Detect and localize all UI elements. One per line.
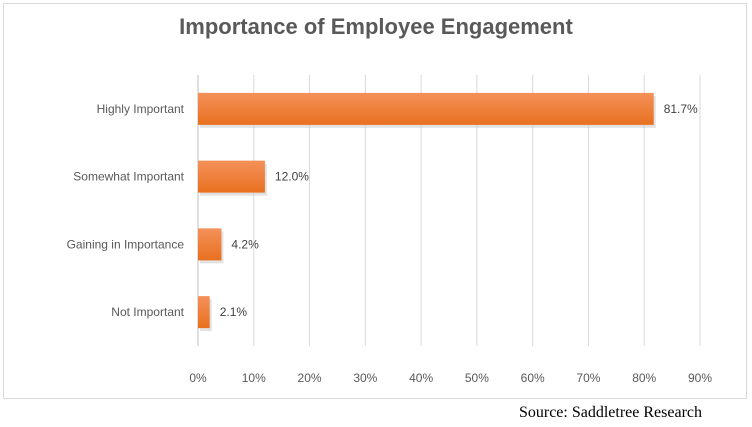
x-tick-label: 40% (409, 371, 433, 385)
bar (198, 160, 265, 193)
x-tick-label: 10% (242, 371, 266, 385)
x-tick-label: 60% (521, 371, 545, 385)
data-label: 2.1% (220, 305, 248, 319)
x-tick-label: 30% (353, 371, 377, 385)
x-tick-label: 20% (298, 371, 322, 385)
category-label: Somewhat Important (73, 170, 184, 184)
x-tick-label: 70% (576, 371, 600, 385)
chart-frame (3, 3, 747, 399)
source-note: Source: Saddletree Research (518, 404, 702, 421)
data-label: 12.0% (275, 170, 309, 184)
category-label: Highly Important (97, 102, 185, 116)
x-tick-label: 0% (189, 371, 207, 385)
data-label: 81.7% (664, 102, 698, 116)
category-label: Gaining in Importance (67, 237, 185, 251)
bar (198, 228, 222, 261)
x-tick-label: 90% (688, 371, 712, 385)
data-label: 4.2% (231, 237, 259, 251)
chart-title: Importance of Employee Engagement (179, 14, 573, 39)
bar (198, 92, 654, 125)
category-label: Not Important (111, 305, 184, 319)
x-tick-label: 50% (465, 371, 489, 385)
bar (198, 296, 210, 329)
x-tick-label: 80% (632, 371, 656, 385)
